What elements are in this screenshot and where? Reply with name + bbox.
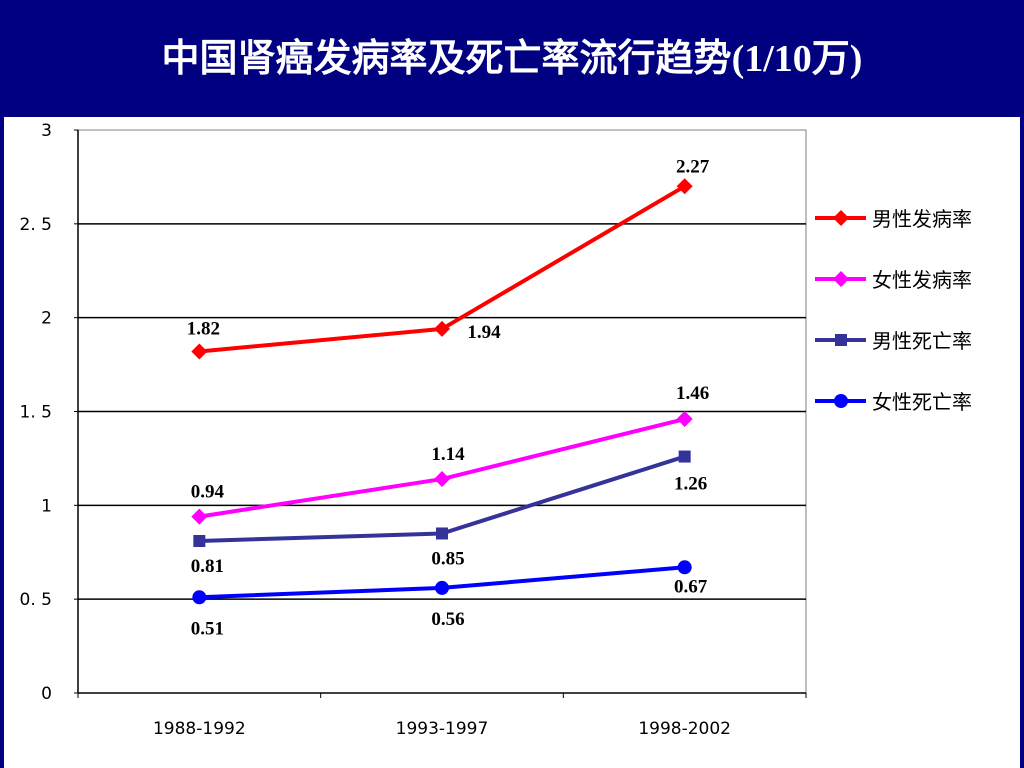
data-point xyxy=(192,590,207,605)
data-point xyxy=(676,411,693,428)
left-border xyxy=(0,117,4,768)
slide-title-text: 中国肾癌发病率及死亡率流行趋势 xyxy=(161,36,732,80)
y-tick-label: 0. 5 xyxy=(20,590,52,610)
slide-title-unit: (1/10万) xyxy=(731,38,863,80)
data-label: 1.26 xyxy=(674,474,707,495)
x-tick-label: 1988-1992 xyxy=(153,719,246,739)
legend-label: 男性发病率 xyxy=(872,207,972,231)
data-point xyxy=(434,471,450,488)
right-border xyxy=(1020,117,1024,768)
data-point xyxy=(193,534,206,547)
data-label: 0.56 xyxy=(431,609,464,630)
legend-label: 男性死亡率 xyxy=(872,329,972,353)
data-label: 0.51 xyxy=(191,618,224,639)
data-point xyxy=(434,320,450,337)
data-point xyxy=(191,508,208,525)
legend-label: 女性发病率 xyxy=(872,268,972,292)
data-point xyxy=(435,580,449,595)
y-tick-label: 1. 5 xyxy=(20,403,52,423)
title-band xyxy=(0,0,1024,117)
legend-label: 女性死亡率 xyxy=(872,390,972,414)
legend-marker xyxy=(835,334,847,346)
line-chart: 0 0. 5 1 1. 5 2 2. 5 3 1988-1992 1993-1997 1998-2… xyxy=(20,121,972,739)
y-tick-label: 1 xyxy=(41,496,52,516)
data-label: 0.81 xyxy=(191,556,224,577)
legend-marker xyxy=(833,210,849,226)
y-tick-label: 2 xyxy=(41,309,52,329)
data-point xyxy=(678,450,691,463)
data-label: 0.85 xyxy=(431,548,464,569)
data-label: 1.46 xyxy=(676,383,709,404)
data-label: 0.94 xyxy=(191,482,225,503)
data-label: 2.27 xyxy=(676,156,710,177)
data-label: 0.67 xyxy=(674,576,708,597)
data-point xyxy=(676,178,693,195)
x-tick-label: 1998-2002 xyxy=(638,719,731,739)
data-point xyxy=(436,527,448,540)
y-tick-label: 2. 5 xyxy=(20,215,52,235)
x-tick-label: 1993-1997 xyxy=(396,719,489,739)
data-label: 1.94 xyxy=(467,322,501,343)
data-label: 1.14 xyxy=(431,444,465,465)
y-tick-label: 0 xyxy=(41,684,52,704)
y-tick-label: 3 xyxy=(41,121,52,141)
legend-marker xyxy=(833,271,849,287)
data-label: 1.82 xyxy=(187,318,220,339)
legend-marker xyxy=(834,394,848,408)
slide-title: 中国肾癌发病率及死亡率流行趋势(1/10万) xyxy=(0,0,1024,117)
data-point xyxy=(191,343,208,360)
data-point xyxy=(677,560,692,575)
